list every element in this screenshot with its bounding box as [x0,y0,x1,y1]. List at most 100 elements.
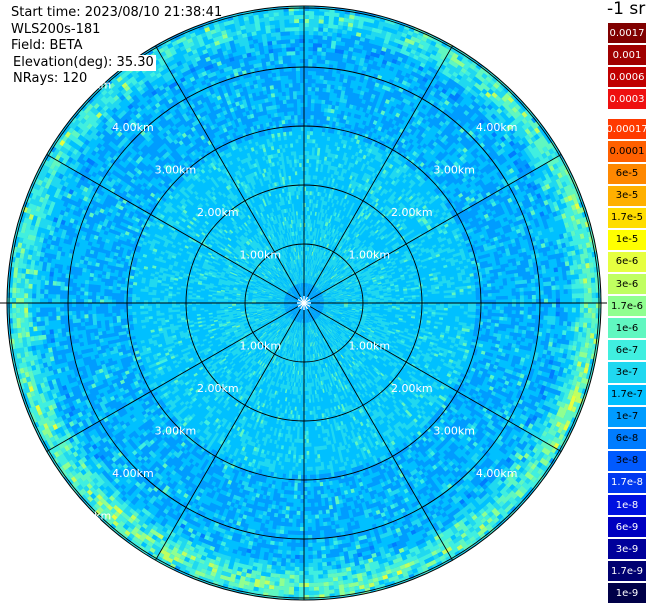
field-gate [328,112,335,130]
field-gate [314,91,320,96]
field-gate [336,33,343,38]
field-gate [304,15,310,20]
field-gate [306,135,311,140]
field-gate [321,43,328,49]
field-gate [309,199,312,204]
field-gate [304,95,309,108]
field-gate [325,47,332,53]
field-gate [310,99,316,104]
field-gate [313,219,316,228]
field-gate [304,251,306,256]
field-gate [320,59,326,64]
field-gate [317,35,324,44]
field-gate [306,215,309,232]
field-gate [308,43,314,48]
field-gate [318,159,322,165]
field-gate [313,227,317,236]
field-gate [314,179,318,184]
field-gate [306,151,310,160]
field-gate [308,55,314,60]
field-gate [326,140,331,146]
field-gate [314,143,319,148]
field-gate [306,159,310,164]
field-gate [326,112,332,117]
field-gate [317,127,323,148]
field-gate [304,59,309,80]
field-gate [307,267,310,272]
field-gate [304,171,307,176]
field-gate [309,139,314,144]
field-gate [317,99,323,104]
field-gate [315,75,321,84]
field-gate [308,175,312,184]
field-gate [334,12,341,18]
field-gate [304,11,310,16]
field-gate [304,123,308,144]
field-gate [306,271,308,276]
field-gate [304,23,310,28]
field-gate [305,191,309,196]
field-gate [310,239,314,248]
field-gate [312,159,317,176]
field-gate [325,51,332,61]
field-gate [312,43,319,52]
field-gate [305,259,307,272]
field-gate [319,75,325,80]
field-gate [310,199,314,204]
field-gate [319,79,325,84]
field-gate [341,33,348,39]
field-gate [316,51,323,56]
field-gate [322,39,328,45]
field-gate [313,27,320,32]
field-gate [308,11,316,20]
field-gate [327,108,332,113]
field-gate [310,119,315,128]
field-gate [323,112,328,117]
field-gate [313,15,320,28]
field-gate [307,91,313,96]
field-gate [306,275,308,284]
field-gate [306,143,311,152]
field-gate [311,71,317,80]
field-gate [325,120,331,125]
field-gate [314,191,318,204]
field-gate [321,47,328,53]
field-gate [308,59,314,68]
field-gate [309,191,313,196]
field-gate [306,139,311,144]
field-gate [305,215,308,220]
field-gate [309,247,312,256]
field-gate [316,163,322,184]
field-gate [307,223,310,228]
field-gate [326,116,331,121]
field-gate [316,55,323,64]
field-gate [317,43,323,48]
field-gate [327,132,332,138]
field-gate [326,136,331,142]
field-gate [304,203,307,208]
field-gate [318,27,325,32]
field-gate [314,175,318,180]
field-gate [318,15,325,20]
field-gate [338,21,345,26]
field-gate [318,31,324,36]
field-gate [308,163,312,168]
field-gate [304,19,310,24]
field-gate [319,11,326,16]
field-gate [307,119,311,124]
field-gate [306,239,308,244]
field-gate [309,203,312,208]
field-gate [304,31,310,60]
field-gate [330,48,336,53]
field-gate [307,211,310,216]
field-gate [332,24,339,30]
field-gate [322,35,329,41]
field-gate [309,235,312,244]
field-gate [309,135,314,140]
field-gate [315,87,320,92]
field-gate [315,67,322,76]
field-gate [324,59,331,65]
field-gate [305,207,308,216]
field-gate [304,247,307,252]
